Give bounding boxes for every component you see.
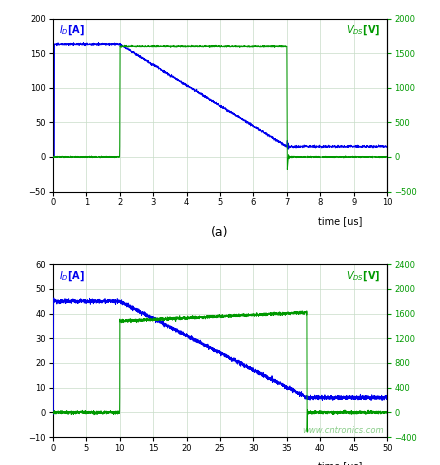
Text: (a): (a) <box>211 226 229 239</box>
Text: $V_{DS}$[V]: $V_{DS}$[V] <box>346 269 381 283</box>
Text: $I_D$[A]: $I_D$[A] <box>59 24 85 37</box>
Text: www.cntronics.com: www.cntronics.com <box>302 426 384 435</box>
Text: $I_D$[A]: $I_D$[A] <box>59 269 85 283</box>
X-axis label: time [us]: time [us] <box>318 461 363 465</box>
X-axis label: time [us]: time [us] <box>318 216 363 226</box>
Text: $V_{DS}$[V]: $V_{DS}$[V] <box>346 24 381 37</box>
